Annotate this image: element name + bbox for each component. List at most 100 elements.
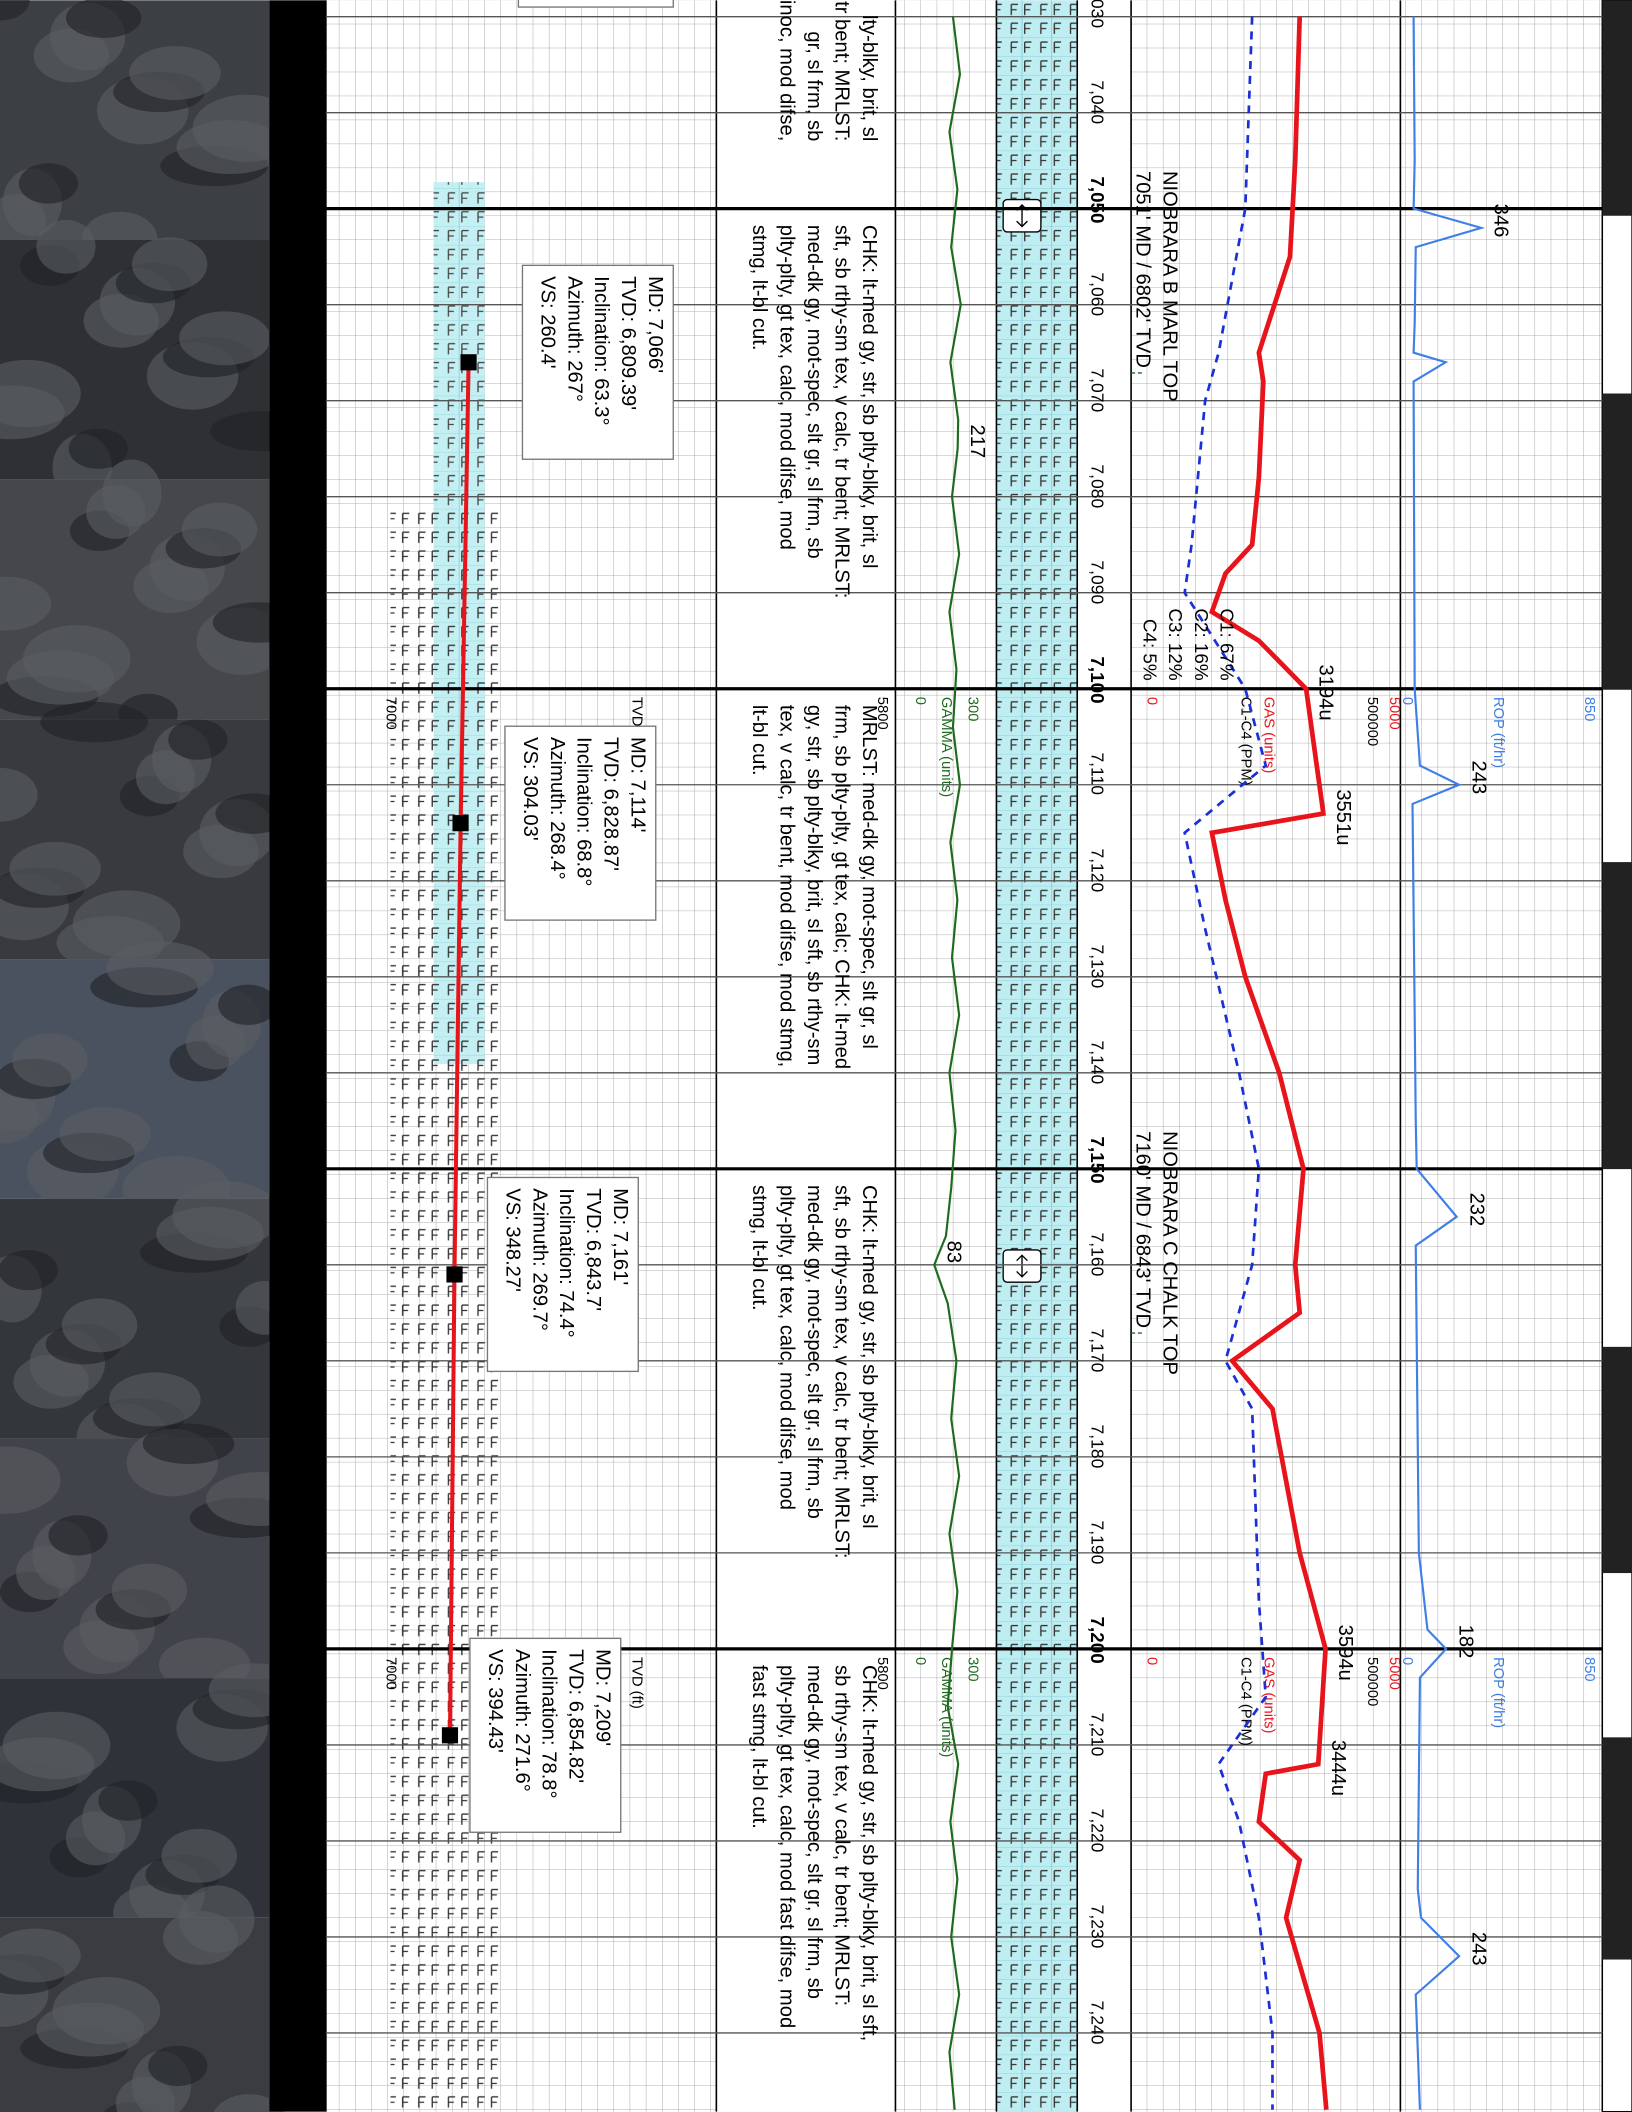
- depth-label: 7,050: [1087, 176, 1108, 223]
- rock-chip: [213, 2094, 285, 2112]
- description-line: med-dk gy, mot-spec, slt gr, sl frm, sb: [803, 1185, 825, 1519]
- survey-box: [504, 725, 657, 921]
- scale-label: 850: [1581, 1657, 1597, 1682]
- survey-line: MD: 7,114': [627, 737, 649, 833]
- survey-line: Azimuth: 269.7°: [528, 1188, 550, 1331]
- depth-label: 7,030: [1087, 0, 1107, 28]
- depth-label: 7,240: [1087, 2001, 1107, 2045]
- rock-chip: [131, 237, 208, 292]
- rock-chip: [172, 1181, 281, 1249]
- description-line: lty-blky, brit, sl: [858, 15, 880, 141]
- track-borders: [325, 0, 1604, 2112]
- depth-label: 7,230: [1087, 1905, 1107, 1949]
- scale-bar: [1601, 0, 1632, 2112]
- rock-chip: [18, 163, 79, 204]
- scale-label: 500000: [1364, 1657, 1380, 1706]
- description-line: plty-plty, gt tex, calc, mod difse, mod: [775, 225, 797, 550]
- scale-label: 300: [964, 1657, 980, 1682]
- gas-grid: [1131, 0, 1401, 2112]
- depth-label: 7,060: [1087, 272, 1107, 316]
- scale-label: 0: [1399, 1657, 1415, 1665]
- gamma-grid: [895, 0, 997, 2112]
- well-path: [447, 362, 471, 1736]
- scale-label: 5800: [874, 1657, 890, 1690]
- rock-chip: [161, 1828, 237, 1883]
- survey-line: TVD: 6,854.82': [565, 1649, 587, 1783]
- description-line: sft, sb rthy-sm tex, v calc, tr bent; MR…: [831, 1185, 853, 1559]
- rock-chip: [0, 576, 52, 631]
- track-title: TVD (ft): [628, 1657, 644, 1709]
- rock-chip: [22, 625, 131, 693]
- description-line: , tr bent; MRLST:: [831, 0, 853, 141]
- survey-box: [486, 1176, 639, 1373]
- lith-column: [996, 0, 1078, 2112]
- depth-label: 7,070: [1087, 368, 1107, 412]
- rock-chip: [36, 219, 96, 274]
- gas-composition: C3: 12%: [1165, 608, 1186, 681]
- value-label: 83: [943, 1241, 965, 1263]
- rock-chip: [109, 1372, 201, 1427]
- scale-label: 300: [964, 697, 980, 722]
- survey-line: Inclination: 68.8°: [573, 737, 595, 886]
- rock-chip: [2, 1711, 111, 1780]
- rock-chip: [65, 0, 142, 39]
- survey-line: MD: 7,161': [609, 1188, 631, 1285]
- scale-label: 850: [1581, 697, 1597, 722]
- rock-chip: [148, 2045, 208, 2087]
- gas-composition: C1: 67%: [1216, 608, 1237, 681]
- description-line: stmg, lt-bl cut.: [748, 225, 770, 351]
- gas-curve: [1209, 16, 1329, 2111]
- description-line: plty-plty, gt tex, calc, mod difse, mod: [775, 1185, 797, 1510]
- value-label: 3594u: [1334, 1625, 1356, 1681]
- survey-box: [521, 264, 674, 460]
- survey-line: Inclination: 78.8°: [538, 1649, 560, 1798]
- depth-label: 7,140: [1087, 1040, 1107, 1084]
- rock-chip: [102, 459, 162, 527]
- description-line: frm, sb plty-plty, gt tex, calc; CHK: lt…: [831, 705, 853, 1069]
- track-title: GAS (units): [1261, 1657, 1277, 1734]
- depth-label: 7,100: [1087, 656, 1108, 703]
- gas-composition: C4: 5%: [1140, 619, 1161, 681]
- description-line: med-dk gy, mot-spec, slt gr, sl frm, sb: [803, 225, 825, 559]
- depth-label: 7,180: [1087, 1425, 1107, 1469]
- scale-label: 500000: [1364, 697, 1380, 746]
- description-line: CHK: lt-med gy, str, sb plty-blky, brit,…: [858, 1665, 880, 2041]
- rock-chip: [12, 1033, 88, 1087]
- description-line: CHK: lt-med gy, str, sb plty-blky, brit,…: [858, 225, 880, 569]
- description-line: fast stmg, lt-bl cut.: [748, 1665, 770, 1829]
- rock-chip: [52, 1977, 161, 2045]
- track-title: ROP (ft/hr): [1490, 1657, 1506, 1728]
- depth-label: 7,120: [1087, 848, 1107, 892]
- value-label: 346: [1490, 204, 1512, 238]
- survey-line: VS: 348.27': [501, 1188, 523, 1292]
- formation-top: NIOBRARA C CHALK TOP: [1158, 1131, 1180, 1375]
- scale-label: 5800: [874, 697, 890, 730]
- rock-chip: [106, 941, 215, 996]
- depth-label: 7,110: [1087, 752, 1107, 795]
- survey-marker: [441, 1727, 459, 1744]
- survey-line: TVD: 6,809.39': [617, 276, 639, 410]
- formation-depth: 7051' MD / 6802' TVD: [1132, 171, 1154, 368]
- gamma-curve: [933, 16, 962, 2110]
- depth-label: 7,160: [1087, 1233, 1107, 1277]
- survey-box-partial: [517, 0, 674, 8]
- value-label: 3444u: [1327, 1740, 1349, 1796]
- survey-line: Inclination: 74.4°: [555, 1188, 577, 1337]
- value-label: 3551u: [1332, 789, 1354, 845]
- rock-chip: [111, 1563, 188, 1618]
- value-label: 3194u: [1315, 665, 1337, 721]
- rock-chip: [142, 1423, 235, 1464]
- rock-chip: [168, 719, 228, 760]
- cuttings-photos: [0, 0, 318, 2112]
- rock-chip: [0, 359, 81, 428]
- value-label: 243: [1468, 761, 1490, 795]
- rock-chip: [9, 841, 101, 896]
- rop-grid: [1400, 0, 1603, 2112]
- rock-chip: [40, 701, 149, 743]
- survey-box: [469, 1637, 622, 1833]
- description-line: gr, sl frm, sb: [803, 31, 825, 141]
- track-title: GAS (units): [1261, 697, 1277, 774]
- description-line: sft, sb rthy-sm tex, v calc, tr bent; MR…: [831, 225, 853, 599]
